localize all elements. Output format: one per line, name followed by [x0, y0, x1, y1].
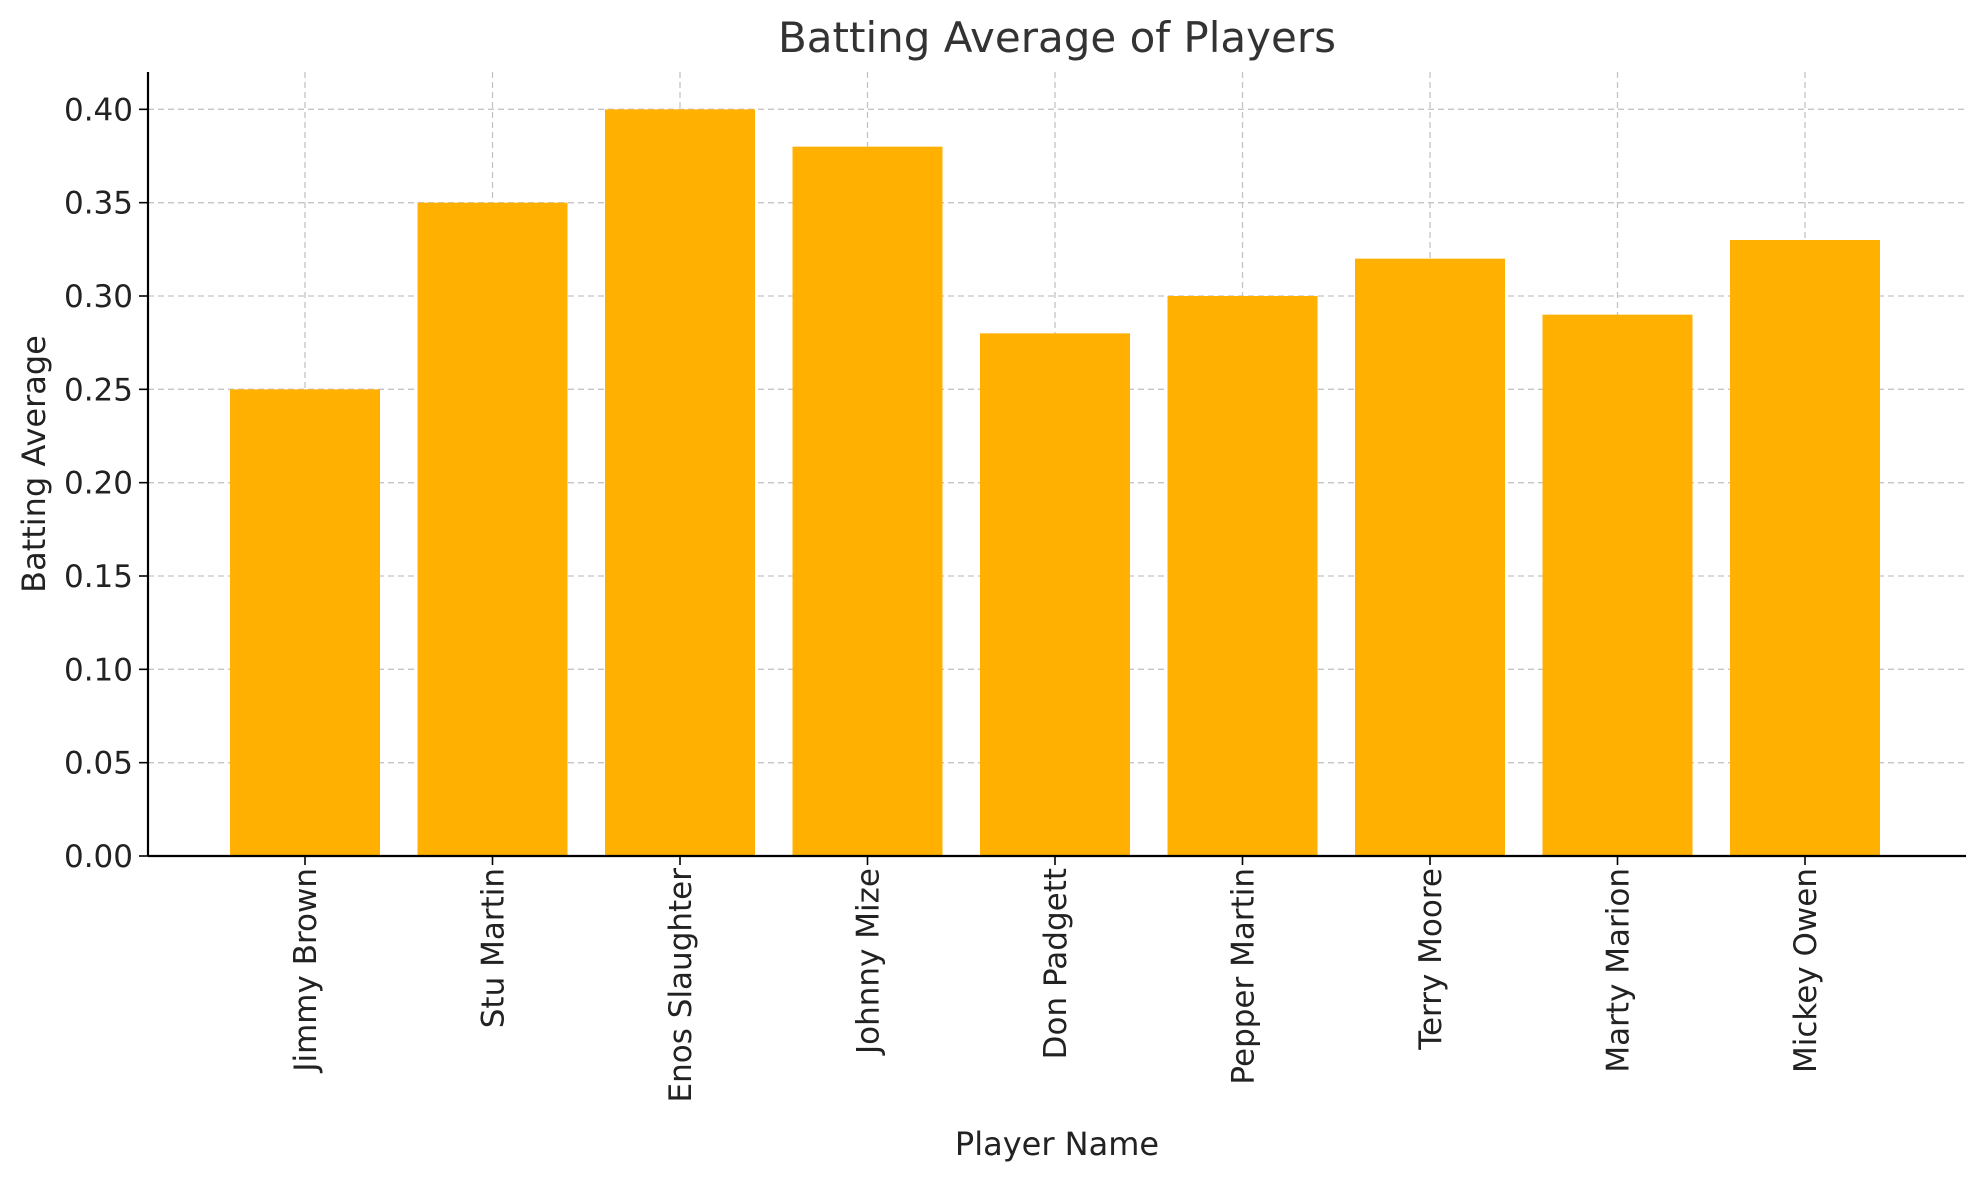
- x-axis-label: Player Name: [955, 1125, 1159, 1163]
- y-tick-label: 0.15: [64, 559, 133, 595]
- y-tick-label: 0.05: [64, 746, 133, 782]
- bar: [980, 333, 1130, 856]
- y-tick-label: 0.30: [64, 279, 133, 315]
- bar: [417, 202, 568, 856]
- chart-title: Batting Average of Players: [778, 13, 1336, 62]
- bar: [792, 146, 943, 856]
- ticks: 0.00 0.05 0.10 0.15 0.20 0.25 0.30 0.35 0.40 Jimm…: [64, 92, 1824, 1102]
- y-tick-label: 0.25: [64, 372, 133, 408]
- x-tick-label: Stu Martin: [476, 868, 512, 1028]
- y-tick-label: 0.35: [64, 186, 133, 222]
- y-tick-label: 0.20: [64, 466, 133, 502]
- x-tick-label: Pepper Martin: [1226, 868, 1262, 1085]
- x-tick-label: Terry Moore: [1413, 868, 1449, 1051]
- bar: [1730, 240, 1880, 856]
- x-tick-label: Mickey Owen: [1788, 868, 1824, 1073]
- y-tick-label: 0.40: [64, 92, 133, 128]
- y-tick-label: 0.10: [64, 652, 133, 688]
- x-tick-label: Enos Slaughter: [663, 868, 699, 1103]
- bar: [1355, 258, 1505, 857]
- bar: [605, 109, 755, 857]
- bar: [1542, 314, 1693, 857]
- y-axis-label: Batting Average: [15, 335, 53, 593]
- x-tick-label: Marty Marion: [1601, 868, 1637, 1073]
- x-tick-label: Jimmy Brown: [288, 868, 324, 1074]
- x-tick-label: Don Padgett: [1038, 868, 1074, 1059]
- bar: [1167, 296, 1318, 856]
- x-tick-label: Johnny Mize: [851, 868, 887, 1056]
- y-tick-label: 0.00: [64, 839, 133, 875]
- bars: [230, 109, 1880, 857]
- bar: [230, 389, 380, 856]
